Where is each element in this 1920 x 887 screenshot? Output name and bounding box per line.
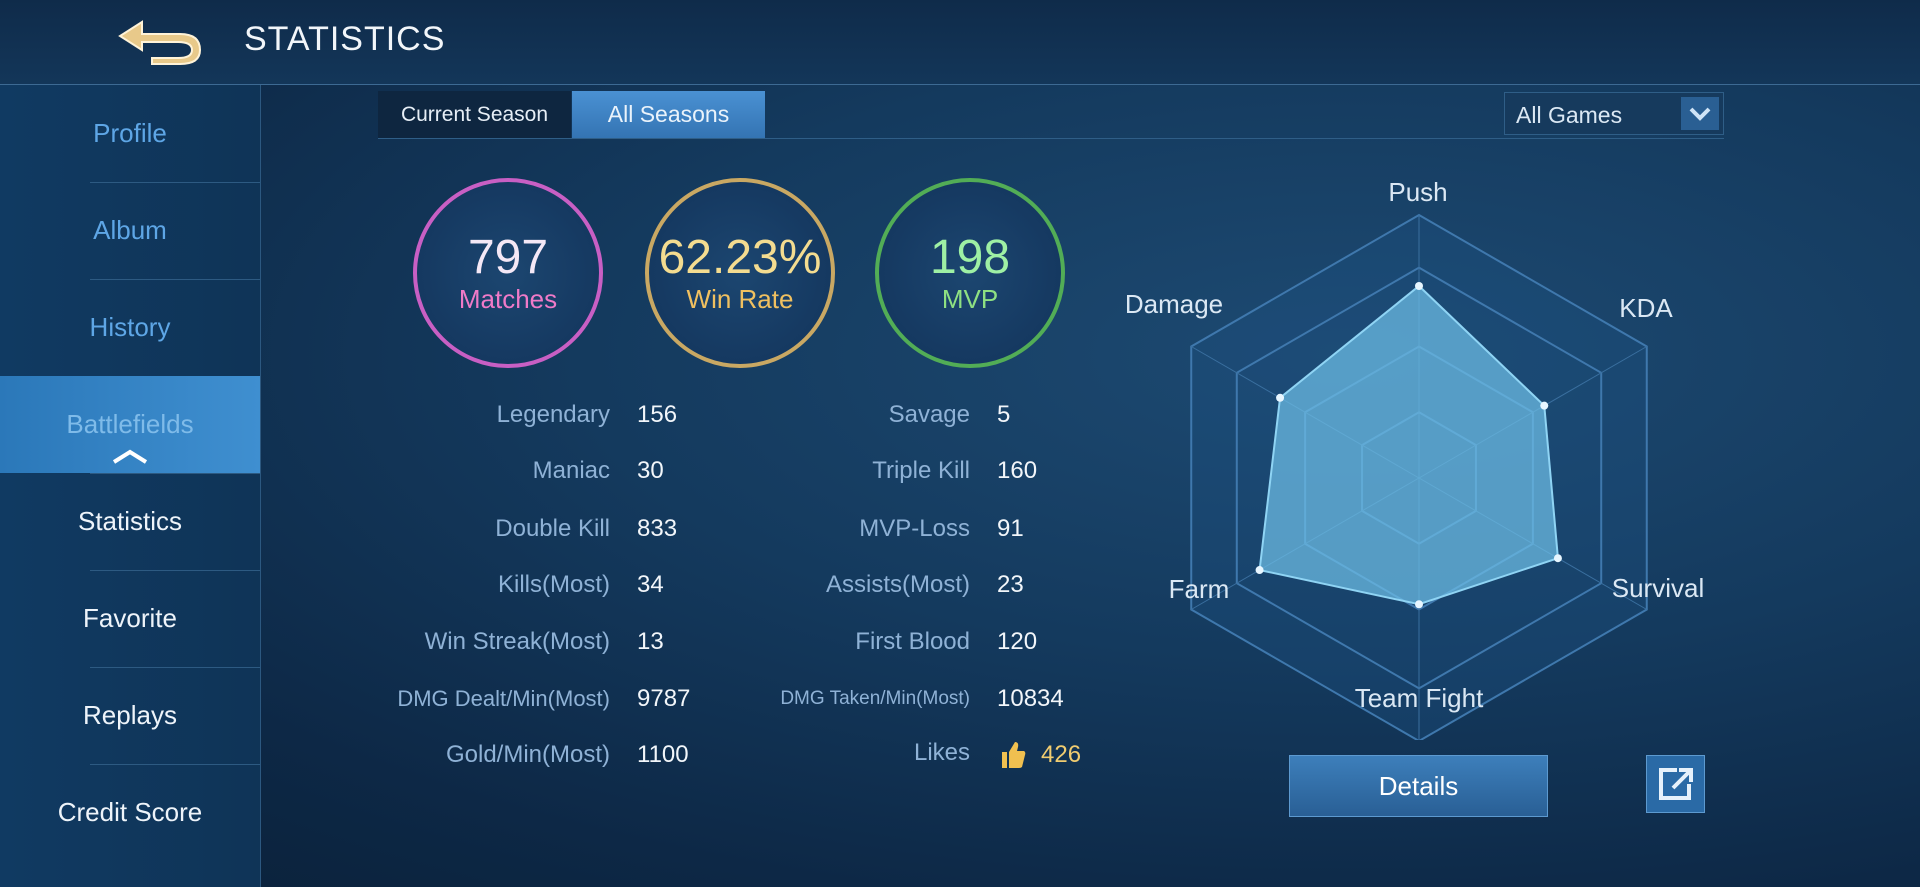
radar-label: Damage (1125, 289, 1223, 319)
stat-label: Savage (888, 401, 970, 428)
summary-label: Win Rate (686, 284, 794, 314)
stat-label: DMG Taken/Min(Most) (780, 688, 970, 709)
stat-label: Double Kill (495, 515, 610, 542)
likes-icon (1002, 742, 1026, 768)
sidebar-separator (90, 182, 260, 183)
radar-label: Farm (1169, 574, 1230, 604)
share-icon (1659, 768, 1693, 800)
sidebar-item[interactable]: Credit Score (57, 797, 203, 827)
sidebar: Profile Album History Battlefields Statistic… (0, 85, 261, 887)
radar-label: Push (1388, 177, 1447, 207)
stat-label: Kills(Most) (498, 571, 610, 598)
sidebar-item[interactable]: Statistics (77, 506, 183, 536)
stat-value: 120 (997, 628, 1038, 655)
sidebar-separator (90, 279, 260, 280)
sidebar-item[interactable]: Profile (93, 118, 167, 148)
share-button[interactable] (1646, 755, 1705, 813)
tab-active[interactable]: All Seasons (572, 91, 765, 138)
tab[interactable]: Current Season (378, 91, 571, 138)
sidebar-item[interactable]: Replays (83, 700, 177, 730)
sidebar-separator (90, 473, 260, 474)
stat-label: Gold/Min(Most) (445, 741, 610, 768)
radar-chart: Push KDA Survival Team Fight Farm Damage (1125, 177, 1704, 740)
radar-label: Survival (1612, 573, 1704, 603)
stat-value: 426 (1041, 741, 1082, 768)
header: STATISTICS (0, 0, 1920, 85)
summary-label: MVP (941, 284, 999, 314)
stat-value: 34 (637, 571, 664, 598)
stat-label: Assists(Most) (826, 571, 970, 598)
stat-value: 91 (997, 515, 1024, 542)
sidebar-separator (90, 764, 260, 765)
summary-label: Matches (458, 284, 558, 314)
stat-label: Legendary (496, 401, 610, 428)
stat-value: 833 (637, 515, 678, 542)
stat-label: Win Streak(Most) (424, 628, 610, 655)
back-button[interactable] (112, 14, 204, 66)
summary-value: 62.23% (658, 231, 822, 284)
details-button[interactable]: Details (1289, 755, 1548, 817)
radar-vertex (1276, 393, 1285, 402)
stat-value: 9787 (637, 685, 691, 712)
sidebar-separator (90, 570, 260, 571)
radar-vertex (1415, 282, 1423, 291)
page-title: STATISTICS (244, 20, 446, 58)
summary-value: 797 (467, 231, 549, 284)
radar-vertex (1553, 554, 1562, 563)
summary-circle: 62.23% Win Rate (645, 178, 835, 368)
stat-label: DMG Dealt/Min(Most) (397, 686, 610, 711)
stat-value: 10834 (997, 685, 1064, 712)
sidebar-item[interactable]: Battlefields (0, 376, 260, 473)
dropdown[interactable]: All Games (1504, 92, 1724, 135)
summary-circle: 797 Matches (413, 178, 603, 368)
summary-value: 198 (929, 231, 1011, 284)
sidebar-separator (90, 667, 260, 668)
stat-label: Triple Kill (872, 457, 970, 484)
stat-value: 5 (997, 401, 1011, 428)
dropdown-arrow (1681, 97, 1719, 130)
stat-label: MVP-Loss (859, 515, 970, 542)
stat-value: 1100 (637, 741, 689, 768)
radar-vertex (1415, 600, 1423, 609)
tab-underline (378, 138, 1724, 139)
summary-circle: 198 MVP (875, 178, 1065, 368)
dropdown-label: All Games (1516, 102, 1623, 128)
stat-label: First Blood (855, 628, 970, 655)
radar-vertex (1540, 401, 1549, 410)
sidebar-item[interactable]: Album (93, 215, 167, 245)
stat-value: 160 (997, 457, 1038, 484)
stat-value: 30 (637, 457, 664, 484)
sidebar-item[interactable]: Favorite (83, 603, 177, 633)
stat-value: 13 (637, 628, 664, 655)
collapse-caret (112, 449, 148, 464)
stat-label: Maniac (532, 457, 610, 484)
radar-label: Team Fight (1355, 683, 1484, 713)
sidebar-item[interactable]: History (89, 312, 171, 342)
stat-value: 23 (997, 571, 1024, 598)
stat-label: Likes (913, 739, 970, 766)
radar-vertex (1255, 566, 1264, 575)
stat-value: 156 (637, 401, 678, 428)
radar-label: KDA (1619, 293, 1673, 323)
